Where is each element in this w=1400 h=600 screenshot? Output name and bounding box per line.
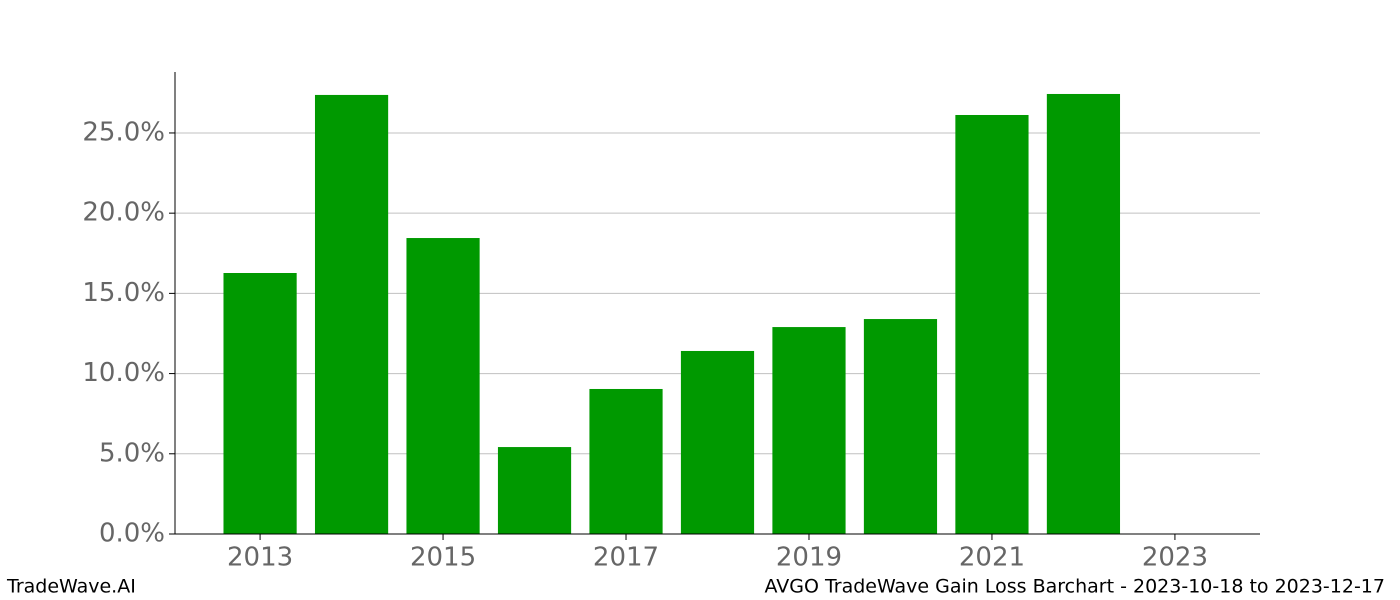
bar — [772, 327, 846, 534]
bar — [955, 114, 1029, 534]
x-tick-label: 2023 — [1142, 543, 1208, 573]
bar — [314, 94, 389, 535]
bar — [223, 273, 297, 534]
y-tick-label: 20.0% — [82, 198, 165, 228]
bar — [1046, 93, 1121, 534]
x-tick-label: 2013 — [227, 543, 293, 573]
y-tick-label: 0.0% — [99, 519, 165, 549]
bar — [497, 447, 572, 534]
y-tick-label: 25.0% — [82, 117, 165, 147]
footer-brand: TradeWave.AI — [6, 576, 136, 598]
bar — [863, 319, 938, 534]
y-tick-label: 15.0% — [82, 278, 165, 308]
x-tick-label: 2015 — [410, 543, 476, 573]
bar — [406, 238, 480, 534]
bar — [680, 350, 755, 534]
x-tick-label: 2017 — [593, 543, 659, 573]
x-tick-label: 2019 — [776, 543, 842, 573]
x-tick-label: 2021 — [959, 543, 1025, 573]
footer-title: AVGO TradeWave Gain Loss Barchart - 2023… — [764, 576, 1385, 598]
y-tick-label: 5.0% — [99, 438, 165, 468]
y-tick-label: 10.0% — [82, 358, 165, 388]
bar — [589, 388, 663, 534]
